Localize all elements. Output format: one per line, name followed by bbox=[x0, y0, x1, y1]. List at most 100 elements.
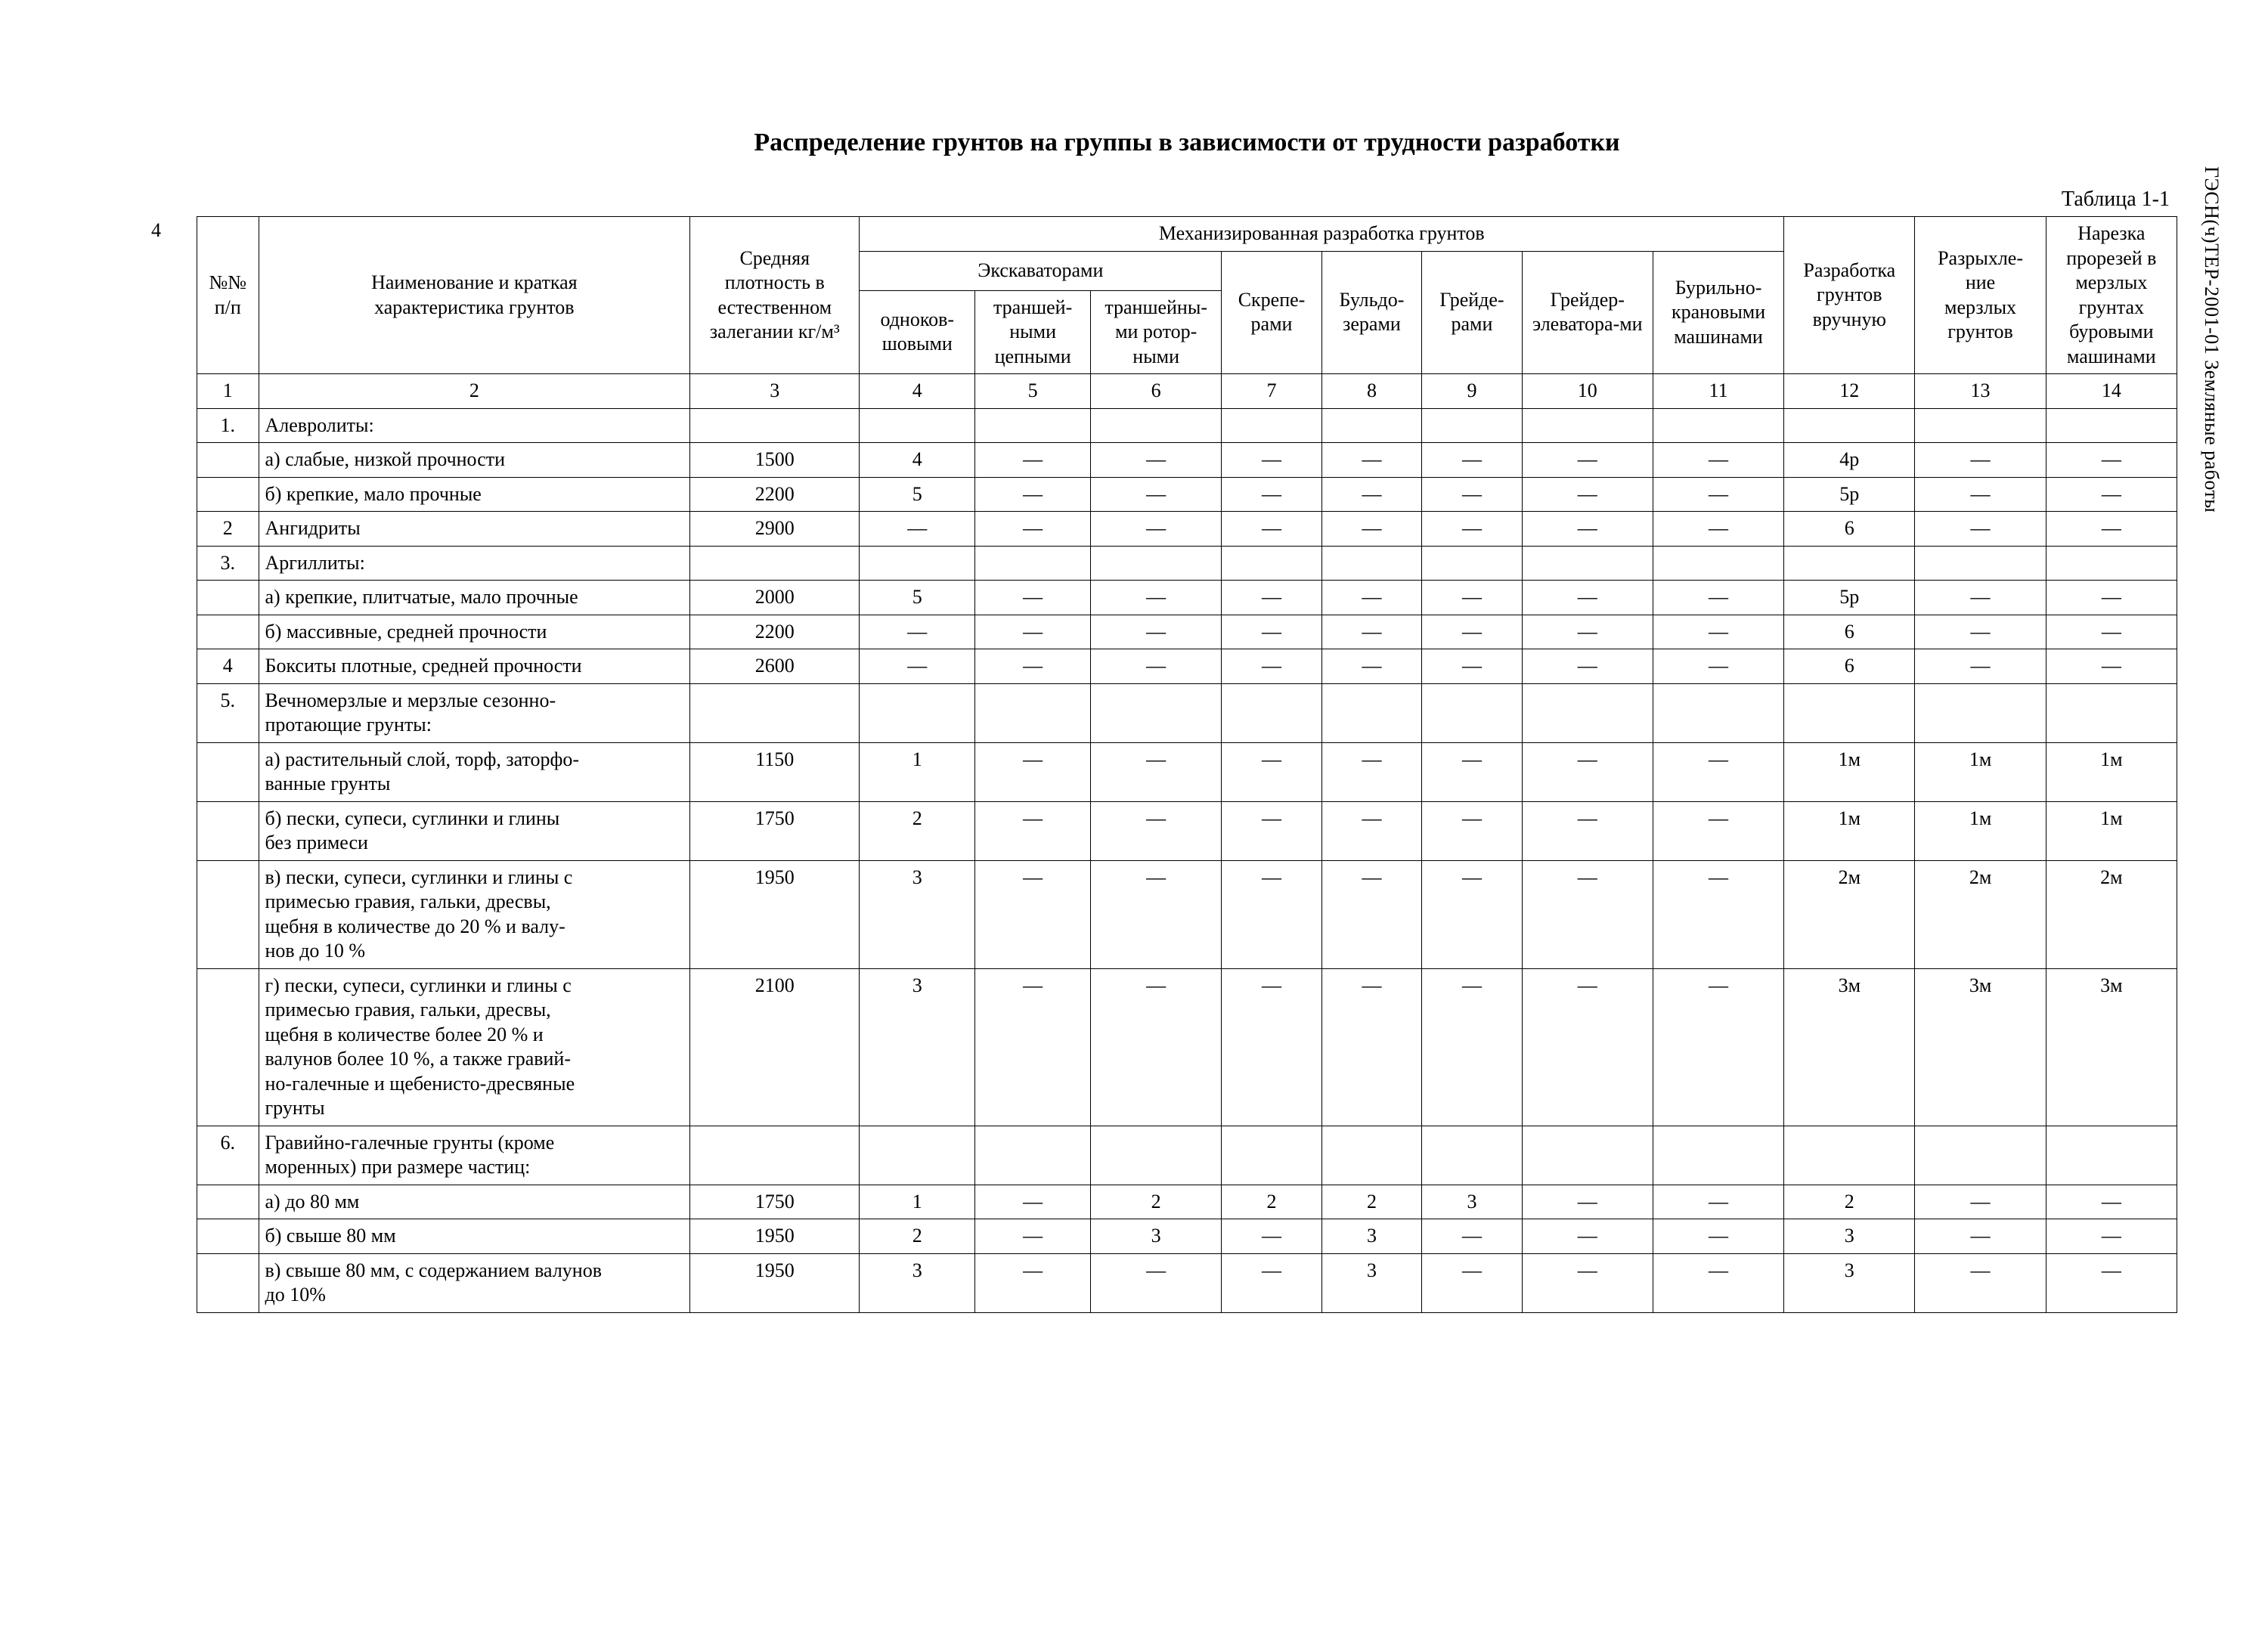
soil-classification-table: №№п/п Наименование и краткаяхарактеристи… bbox=[197, 216, 2177, 1313]
page-number-left: 4 bbox=[151, 219, 161, 242]
th-excavators: Экскаваторами bbox=[860, 251, 1222, 290]
cell-value: 6 bbox=[1784, 615, 1915, 649]
cell-density: 1950 bbox=[690, 860, 860, 968]
cell-num bbox=[197, 477, 259, 512]
cell-value: — bbox=[975, 968, 1091, 1126]
cell-num bbox=[197, 581, 259, 615]
table-row: в) свыше 80 мм, с содержанием валуновдо … bbox=[197, 1253, 2177, 1312]
cell-num bbox=[197, 443, 259, 478]
cell-value: — bbox=[1091, 443, 1222, 478]
cell-value: — bbox=[1915, 615, 2046, 649]
cell-value: — bbox=[1522, 512, 1653, 547]
th-exc-rotor: траншейны-ми ротор-ными bbox=[1091, 290, 1222, 374]
cell-value: 2м bbox=[1915, 860, 2046, 968]
cell-value: 6 bbox=[1784, 649, 1915, 684]
table-row: б) свыше 80 мм19502—3—3———3—— bbox=[197, 1219, 2177, 1254]
cell-value: — bbox=[1422, 512, 1522, 547]
column-number: 4 bbox=[860, 374, 975, 409]
cell-density bbox=[690, 683, 860, 742]
cell-value: — bbox=[1222, 581, 1321, 615]
cell-value: — bbox=[1091, 968, 1222, 1126]
cell-value bbox=[1091, 408, 1222, 443]
th-loosen: Разрыхле-ниемерзлыхгрунтов bbox=[1915, 217, 2046, 374]
cell-value: — bbox=[1653, 477, 1783, 512]
cell-value: — bbox=[1522, 742, 1653, 801]
cell-value: — bbox=[1522, 860, 1653, 968]
cell-description: Вечномерзлые и мерзлые сезонно-протающие… bbox=[259, 683, 690, 742]
cell-value: — bbox=[1915, 477, 2046, 512]
cell-value: 1м bbox=[1915, 742, 2046, 801]
cell-value: 2 bbox=[860, 1219, 975, 1254]
column-number: 8 bbox=[1321, 374, 1421, 409]
cell-value: — bbox=[1915, 1219, 2046, 1254]
cell-density: 2200 bbox=[690, 477, 860, 512]
cell-value: — bbox=[1091, 801, 1222, 860]
cell-value: — bbox=[1522, 615, 1653, 649]
cell-value bbox=[1522, 1126, 1653, 1185]
cell-value: — bbox=[1915, 1253, 2046, 1312]
cell-value: — bbox=[1222, 860, 1321, 968]
cell-value: — bbox=[975, 649, 1091, 684]
column-number: 14 bbox=[2046, 374, 2177, 409]
cell-description: а) до 80 мм bbox=[259, 1185, 690, 1219]
cell-value: 5р bbox=[1784, 477, 1915, 512]
cell-value: — bbox=[2046, 477, 2177, 512]
cell-value: — bbox=[1321, 968, 1421, 1126]
cell-value: — bbox=[1522, 1219, 1653, 1254]
cell-value: 1м bbox=[2046, 742, 2177, 801]
cell-value bbox=[975, 1126, 1091, 1185]
cell-value: — bbox=[1321, 477, 1421, 512]
cell-value: — bbox=[1222, 968, 1321, 1126]
cell-density bbox=[690, 408, 860, 443]
cell-value: — bbox=[1222, 1253, 1321, 1312]
cell-value: 2 bbox=[1784, 1185, 1915, 1219]
cell-value: — bbox=[975, 615, 1091, 649]
cell-value: — bbox=[1091, 581, 1222, 615]
cell-value: 3 bbox=[1784, 1219, 1915, 1254]
th-scrapers: Скрепе-рами bbox=[1222, 251, 1321, 374]
cell-density: 2000 bbox=[690, 581, 860, 615]
cell-value: 1м bbox=[1784, 801, 1915, 860]
cell-value bbox=[1522, 683, 1653, 742]
column-number: 1 bbox=[197, 374, 259, 409]
cell-value: — bbox=[1422, 1253, 1522, 1312]
cell-value bbox=[1222, 683, 1321, 742]
cell-value: — bbox=[1653, 968, 1783, 1126]
column-number: 3 bbox=[690, 374, 860, 409]
cell-value: — bbox=[1422, 742, 1522, 801]
cell-value: 3 bbox=[1422, 1185, 1522, 1219]
cell-value: — bbox=[1091, 615, 1222, 649]
cell-description: Аргиллиты: bbox=[259, 546, 690, 581]
table-row: 3.Аргиллиты: bbox=[197, 546, 2177, 581]
cell-density bbox=[690, 546, 860, 581]
cell-value bbox=[1784, 546, 1915, 581]
cell-value: — bbox=[2046, 649, 2177, 684]
column-number: 6 bbox=[1091, 374, 1222, 409]
cell-description: б) свыше 80 мм bbox=[259, 1219, 690, 1254]
cell-value: — bbox=[975, 1185, 1091, 1219]
cell-num: 6. bbox=[197, 1126, 259, 1185]
cell-value: 3 bbox=[860, 968, 975, 1126]
cell-value: 4р bbox=[1784, 443, 1915, 478]
cell-value bbox=[860, 1126, 975, 1185]
cell-value: 2м bbox=[2046, 860, 2177, 968]
cell-value: 5р bbox=[1784, 581, 1915, 615]
cell-num bbox=[197, 1185, 259, 1219]
cell-value: — bbox=[2046, 1185, 2177, 1219]
cell-value: 5 bbox=[860, 477, 975, 512]
table-row: а) крепкие, плитчатые, мало прочные20005… bbox=[197, 581, 2177, 615]
cell-value: — bbox=[1321, 742, 1421, 801]
cell-value bbox=[1321, 546, 1421, 581]
cell-value: — bbox=[1915, 443, 2046, 478]
cell-num bbox=[197, 801, 259, 860]
cell-num: 3. bbox=[197, 546, 259, 581]
cell-value: — bbox=[1321, 801, 1421, 860]
table-row: 1.Алевролиты: bbox=[197, 408, 2177, 443]
cell-value bbox=[1653, 683, 1783, 742]
cell-value bbox=[860, 546, 975, 581]
cell-value: — bbox=[1222, 615, 1321, 649]
cell-value: — bbox=[1653, 742, 1783, 801]
cell-value: — bbox=[1091, 477, 1222, 512]
cell-value: — bbox=[975, 581, 1091, 615]
cell-value: — bbox=[1522, 801, 1653, 860]
